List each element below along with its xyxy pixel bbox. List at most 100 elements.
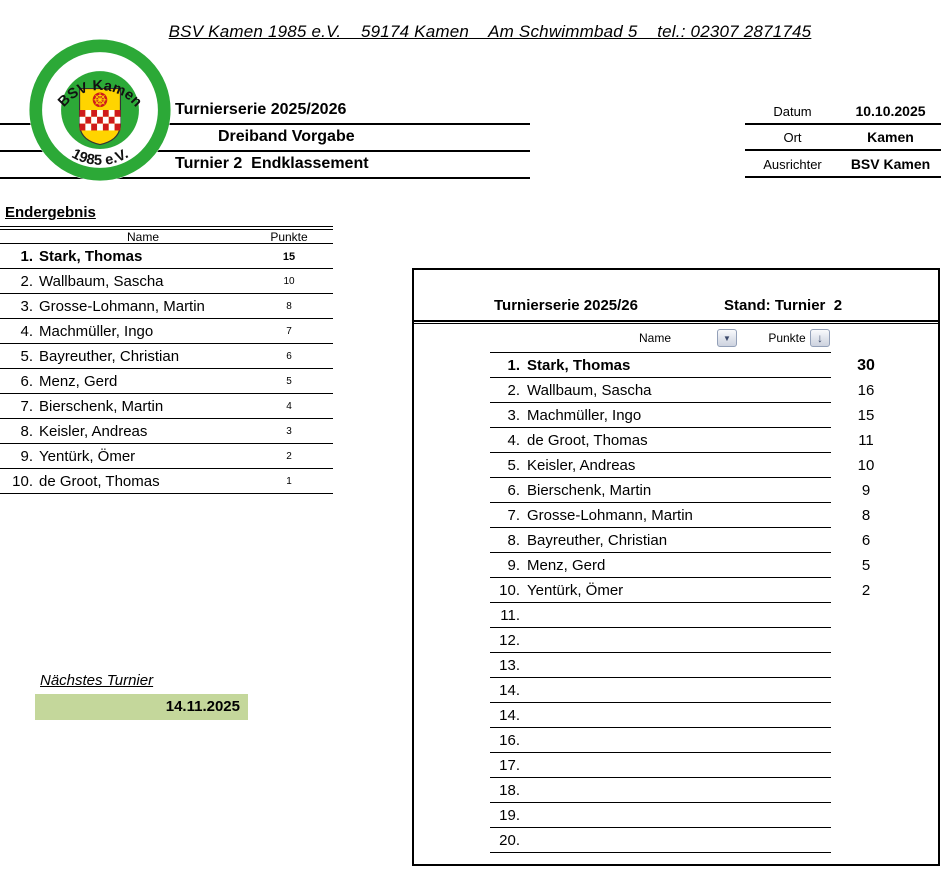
row-rank: 2. — [507, 382, 520, 399]
row-rank: 1. — [20, 248, 33, 265]
row-name: Wallbaum, Sascha — [527, 382, 652, 399]
row-points: 16 — [857, 382, 875, 399]
title-rule-2 — [0, 150, 530, 152]
row-points: 8 — [861, 507, 871, 524]
info-row-ort: Ort Kamen — [745, 126, 941, 151]
name-filter-button[interactable]: ▼ — [717, 329, 737, 347]
table-row-empty: 20. — [490, 828, 831, 853]
row-points: 4 — [286, 401, 292, 412]
table-row: 8. Bayreuther, Christian 6 — [490, 528, 870, 553]
row-rank: 16. — [499, 732, 520, 749]
sort-descending-icon: ↓ — [817, 331, 823, 345]
row-points: 3 — [286, 426, 292, 437]
series-table-title-row: Turnierserie 2025/26 Stand: Turnier 2 — [414, 270, 938, 324]
table-row: 5. Keisler, Andreas 10 — [490, 453, 874, 478]
row-name: Keisler, Andreas — [527, 457, 636, 474]
table-row: 2. Wallbaum, Sascha 10 — [0, 269, 333, 294]
row-name: Stark, Thomas — [527, 357, 631, 374]
series-points-header: Punkte — [768, 331, 806, 345]
row-points: 6 — [286, 351, 292, 362]
row-points: 2 — [286, 451, 292, 462]
row-points: 8 — [286, 301, 292, 312]
final-result-name-header: Name — [126, 230, 159, 244]
table-row-empty: 12. — [490, 628, 831, 653]
table-row: 4. de Groot, Thomas 11 — [490, 428, 874, 453]
club-header-line: BSV Kamen 1985 e.V. 59174 Kamen Am Schwi… — [168, 22, 812, 41]
row-rank: 6. — [20, 373, 33, 390]
row-points: 11 — [858, 432, 874, 449]
row-name: Machmüller, Ingo — [527, 407, 642, 424]
row-name: Bayreuther, Christian — [527, 532, 668, 549]
svg-text:1985 e.V.: 1985 e.V. — [69, 146, 131, 169]
row-rank: 14. — [499, 707, 520, 724]
ausrichter-label: Ausrichter — [763, 157, 822, 172]
row-rank: 9. — [507, 557, 520, 574]
row-name: de Groot, Thomas — [527, 432, 648, 449]
final-result-double-rule — [0, 226, 333, 230]
row-name: Stark, Thomas — [39, 248, 143, 265]
rose-icon — [92, 92, 108, 108]
series-header-rule — [490, 352, 831, 353]
club-logo: BSV Kamen 1985 e.V. — [28, 38, 172, 182]
row-name: Yentürk, Ömer — [39, 448, 136, 465]
row-rank: 7. — [507, 507, 520, 524]
table-row: 3. Machmüller, Ingo 15 — [490, 403, 874, 428]
row-rank: 13. — [499, 657, 520, 674]
title-rule-1 — [0, 123, 530, 125]
ort-label: Ort — [783, 130, 802, 145]
row-name: Keisler, Andreas — [39, 423, 148, 440]
row-rank: 7. — [20, 398, 33, 415]
discipline-title: Dreiband Vorgabe — [218, 128, 355, 145]
coat-of-arms — [78, 88, 122, 146]
row-rank: 17. — [499, 757, 520, 774]
row-name: Menz, Gerd — [39, 373, 118, 390]
table-row: 5. Bayreuther, Christian 6 — [0, 344, 333, 369]
row-rank: 12. — [499, 632, 520, 649]
chevron-down-icon: ▼ — [723, 334, 731, 343]
row-rank: 3. — [507, 407, 520, 424]
row-points: 6 — [861, 532, 871, 549]
table-row: 10. Yentürk, Ömer 2 — [490, 578, 870, 603]
row-name: Wallbaum, Sascha — [39, 273, 164, 290]
row-points: 15 — [857, 407, 875, 424]
row-name: de Groot, Thomas — [39, 473, 160, 490]
row-name: Bierschenk, Martin — [39, 398, 164, 415]
row-rank: 20. — [499, 832, 520, 849]
series-table-title: Turnierserie 2025/26 — [494, 297, 638, 314]
row-rank: 6. — [507, 482, 520, 499]
final-result-title: Endergebnis — [5, 204, 96, 221]
table-row: 6. Bierschenk, Martin 9 — [490, 478, 870, 503]
row-points: 10 — [857, 457, 875, 474]
row-name: Machmüller, Ingo — [39, 323, 154, 340]
series-table-box: Turnierserie 2025/26 Stand: Turnier 2 Na… — [412, 268, 940, 866]
table-row: 2. Wallbaum, Sascha 16 — [490, 378, 874, 403]
series-table-stand: Stand: Turnier 2 — [724, 297, 843, 314]
table-row: 1. Stark, Thomas 30 — [490, 353, 875, 378]
table-row: 9. Yentürk, Ömer 2 — [0, 444, 333, 469]
row-rank: 14. — [499, 682, 520, 699]
table-row-empty: 17. — [490, 753, 831, 778]
row-rank: 5. — [20, 348, 33, 365]
table-row-empty: 11. — [490, 603, 831, 628]
row-rank: 8. — [507, 532, 520, 549]
table-row: 6. Menz, Gerd 5 — [0, 369, 333, 394]
row-rank: 4. — [507, 432, 520, 449]
row-rank: 10. — [499, 582, 520, 599]
row-points: 2 — [861, 582, 871, 599]
row-rank: 11. — [500, 607, 520, 624]
row-rank: 10. — [12, 473, 33, 490]
table-row: 7. Grosse-Lohmann, Martin 8 — [490, 503, 870, 528]
series-title: Turnierserie 2025/2026 — [175, 101, 347, 118]
table-row-empty: 19. — [490, 803, 831, 828]
table-row-empty: 13. — [490, 653, 831, 678]
table-row: 4. Machmüller, Ingo 7 — [0, 319, 333, 344]
row-points: 5 — [286, 376, 292, 387]
table-row: 10. de Groot, Thomas 1 — [0, 469, 333, 494]
row-points: 9 — [861, 482, 871, 499]
row-rank: 2. — [20, 273, 33, 290]
row-rank: 4. — [20, 323, 33, 340]
row-points: 10 — [283, 276, 295, 287]
next-tournament-date-cell: 14.11.2025 — [35, 694, 248, 720]
points-sort-filter-button[interactable]: ↓ — [810, 329, 830, 347]
table-row-empty: 14. — [490, 678, 831, 703]
